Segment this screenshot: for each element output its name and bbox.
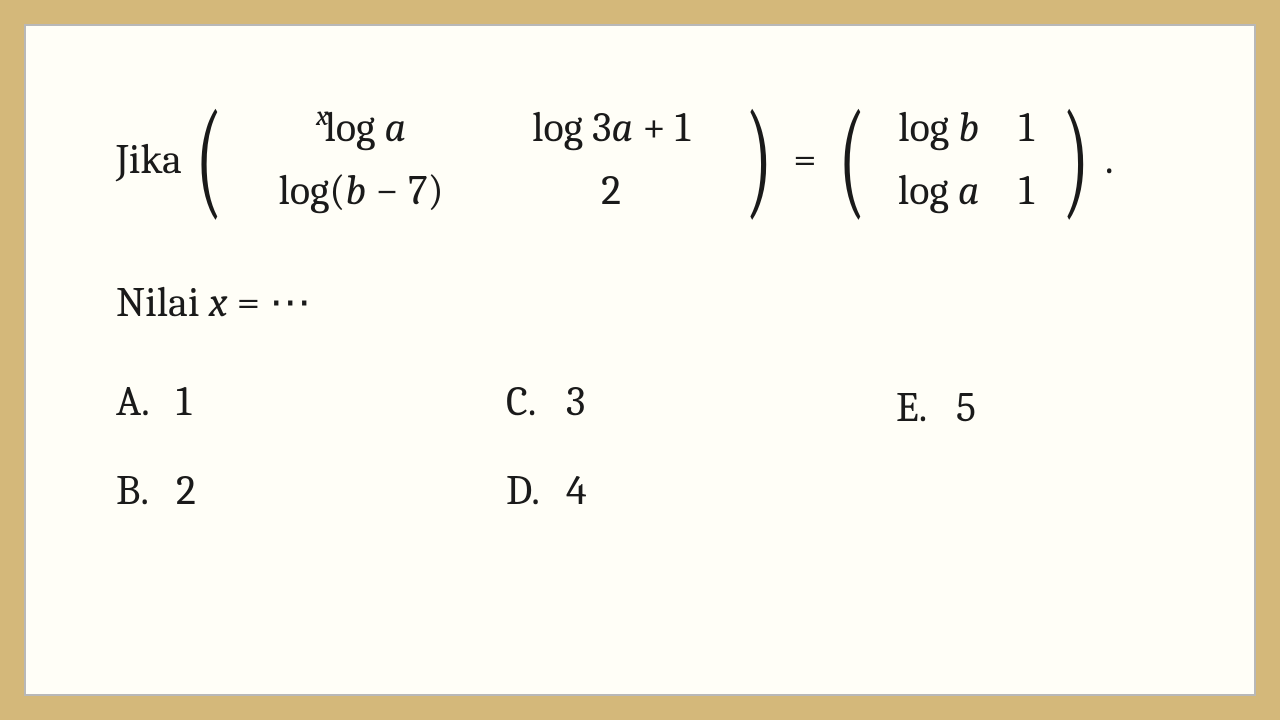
lm-r2c1: log(b − 7)	[234, 159, 489, 222]
left-matrix-row-2: log(b − 7) 2	[234, 159, 734, 222]
question-var: x	[209, 278, 228, 327]
option-c: C. 3	[506, 377, 896, 426]
option-e: E. 5	[896, 383, 1194, 432]
right-matrix-row-1: log b 1	[876, 96, 1051, 159]
option-d-value: 4	[566, 466, 587, 515]
option-d-label: D.	[506, 466, 566, 515]
option-b-label: B.	[116, 466, 176, 515]
lm-r1c1-sup: x	[316, 100, 329, 132]
option-e-label: E.	[896, 383, 956, 432]
equation-prefix: Jika	[116, 135, 182, 184]
option-b-value: 2	[176, 466, 196, 515]
lm-r1c2: log 3a + 1	[489, 96, 734, 159]
option-a: A. 1	[116, 377, 506, 426]
rm-r1c2: 1	[1001, 96, 1051, 159]
rm-r2c1: log a	[876, 159, 1001, 222]
equals-sign: =	[793, 135, 816, 184]
option-c-value: 3	[566, 377, 585, 426]
lm-r2c2: 2	[489, 159, 734, 222]
equation: Jika ( xlog a log 3a + 1 log(b − 7) 2	[116, 96, 1194, 222]
option-c-label: C.	[506, 377, 566, 426]
rm-r2c2: 1	[1001, 159, 1051, 222]
equation-suffix: .	[1105, 135, 1114, 184]
option-a-value: 1	[176, 377, 191, 426]
lm-r1c1: xlog a	[234, 96, 489, 159]
left-matrix-body: xlog a log 3a + 1 log(b − 7) 2	[234, 96, 734, 222]
right-paren-open: (	[838, 104, 865, 215]
question-pre: Nilai	[116, 278, 209, 327]
left-matrix-row-1: xlog a log 3a + 1	[234, 96, 734, 159]
option-e-value: 5	[956, 383, 976, 432]
rm-r1c1: log b	[876, 96, 1001, 159]
problem-card: Jika ( xlog a log 3a + 1 log(b − 7) 2	[24, 24, 1256, 696]
left-matrix: ( xlog a log 3a + 1 log(b − 7) 2	[184, 96, 783, 222]
right-matrix-row-2: log a 1	[876, 159, 1051, 222]
answer-options: A. 1 C. 3 E. 5 B. 2 D. 4	[116, 377, 1194, 515]
question-line: Nilai x = ⋯	[116, 277, 1194, 327]
right-paren-close: )	[1062, 104, 1089, 215]
option-a-label: A.	[116, 377, 176, 426]
option-d: D. 4	[506, 466, 896, 515]
option-b: B. 2	[116, 466, 506, 515]
question-post: = ⋯	[227, 278, 311, 327]
left-paren-close: )	[745, 104, 772, 215]
right-matrix: ( log b 1 log a 1 )	[827, 96, 1101, 222]
right-matrix-body: log b 1 log a 1	[876, 96, 1051, 222]
left-paren-open: (	[195, 104, 222, 215]
